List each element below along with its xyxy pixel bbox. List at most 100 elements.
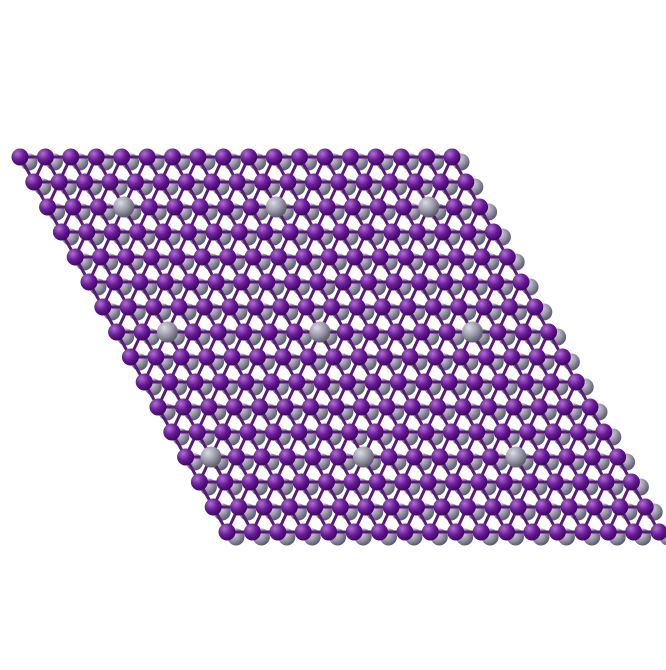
lattice-atom [625, 523, 643, 541]
lattice-atom [535, 498, 553, 516]
lattice-atom [318, 198, 336, 216]
lattice-atom [583, 448, 601, 466]
lattice-atom [184, 323, 202, 341]
lattice-atom [119, 298, 137, 316]
lattice-atom [147, 348, 165, 366]
lattice-atom [315, 423, 333, 441]
lattice-atom [609, 448, 627, 466]
lattice-atom [484, 223, 502, 241]
lattice-atom [221, 298, 239, 316]
lattice-atom [129, 223, 147, 241]
lattice-atom [357, 498, 375, 516]
lattice-atom [553, 348, 571, 366]
lattice-atom [291, 148, 308, 166]
lattice-atom [274, 348, 292, 366]
lattice-atom [505, 398, 523, 416]
lattice-atom [345, 523, 363, 541]
front-atom-layer [11, 148, 666, 541]
lattice-atom [239, 423, 257, 441]
lattice-atom [540, 323, 558, 341]
lattice-atom [279, 173, 297, 191]
lattice-atom [80, 273, 98, 291]
lattice-atom [140, 198, 158, 216]
lattice-atom [336, 323, 354, 341]
lattice-atom [378, 398, 396, 416]
lattice-atom [574, 523, 592, 541]
lattice-atom [216, 473, 234, 491]
lattice-atom [174, 398, 192, 416]
lattice-atom [482, 448, 499, 466]
lattice-atom [117, 248, 135, 266]
lattice-atom [438, 323, 456, 341]
lattice-atom [195, 298, 213, 316]
lattice-atom [292, 473, 310, 491]
lattice-atom [170, 298, 188, 316]
lattice-atom [306, 498, 324, 516]
lattice-atom [313, 373, 331, 391]
lattice-atom [198, 348, 216, 366]
lattice-atom [101, 173, 119, 191]
lattice-atom [445, 473, 462, 491]
lattice-atom [260, 323, 278, 341]
defect-atom [461, 321, 483, 343]
lattice-atom [339, 373, 356, 391]
lattice-atom [66, 248, 84, 266]
lattice-atom [255, 498, 273, 516]
lattice-atom [392, 423, 409, 441]
defect-atom [200, 446, 222, 468]
lattice-atom [521, 473, 539, 491]
lattice-atom [544, 423, 562, 441]
lattice-atom [135, 373, 153, 391]
lattice-atom [280, 498, 298, 516]
lattice-atom [542, 373, 560, 391]
lattice-atom [447, 248, 465, 266]
lattice-atom [385, 273, 403, 291]
lattice-atom [307, 223, 324, 241]
lattice-atom [371, 523, 388, 541]
lattice-atom [383, 223, 401, 241]
lattice-atom [516, 373, 534, 391]
lattice-atom [286, 323, 303, 341]
lattice-atom [471, 198, 489, 216]
lattice-atom [528, 348, 546, 366]
lattice-atom [241, 473, 259, 491]
lattice-atom [472, 523, 490, 541]
lattice-atom [431, 448, 449, 466]
lattice-atom [218, 523, 236, 541]
lattice-atom [546, 473, 564, 491]
lattice-atom [548, 523, 566, 541]
lattice-atom [459, 223, 477, 241]
lattice-atom [426, 348, 444, 366]
lattice-atom [431, 173, 449, 191]
lattice-atom [611, 498, 629, 516]
lattice-atom [297, 298, 315, 316]
lattice-atom [401, 348, 419, 366]
defect-atom [418, 196, 440, 218]
lattice-atom [461, 273, 479, 291]
lattice-atom [265, 148, 283, 166]
lattice-atom [408, 498, 425, 516]
lattice-atom [569, 423, 587, 441]
lattice-atom [443, 148, 461, 166]
lattice-atom [457, 173, 475, 191]
lattice-atom [293, 198, 311, 216]
lattice-atom [152, 173, 170, 191]
lattice-atom [532, 448, 550, 466]
lattice-atom [258, 273, 276, 291]
lattice-atom [500, 298, 518, 316]
lattice-atom [456, 448, 474, 466]
lattice-atom [329, 448, 347, 466]
defect-atom [505, 446, 527, 468]
defect-atom [265, 196, 287, 218]
lattice-atom [567, 373, 585, 391]
lattice-atom [489, 323, 507, 341]
lattice-atom [11, 148, 29, 166]
lattice-atom [172, 348, 190, 366]
lattice-atom [320, 248, 338, 266]
lattice-atom [264, 423, 282, 441]
lattice-atom [523, 523, 541, 541]
lattice-atom [295, 248, 313, 266]
lattice-atom [344, 198, 361, 216]
lattice-atom [362, 323, 380, 341]
